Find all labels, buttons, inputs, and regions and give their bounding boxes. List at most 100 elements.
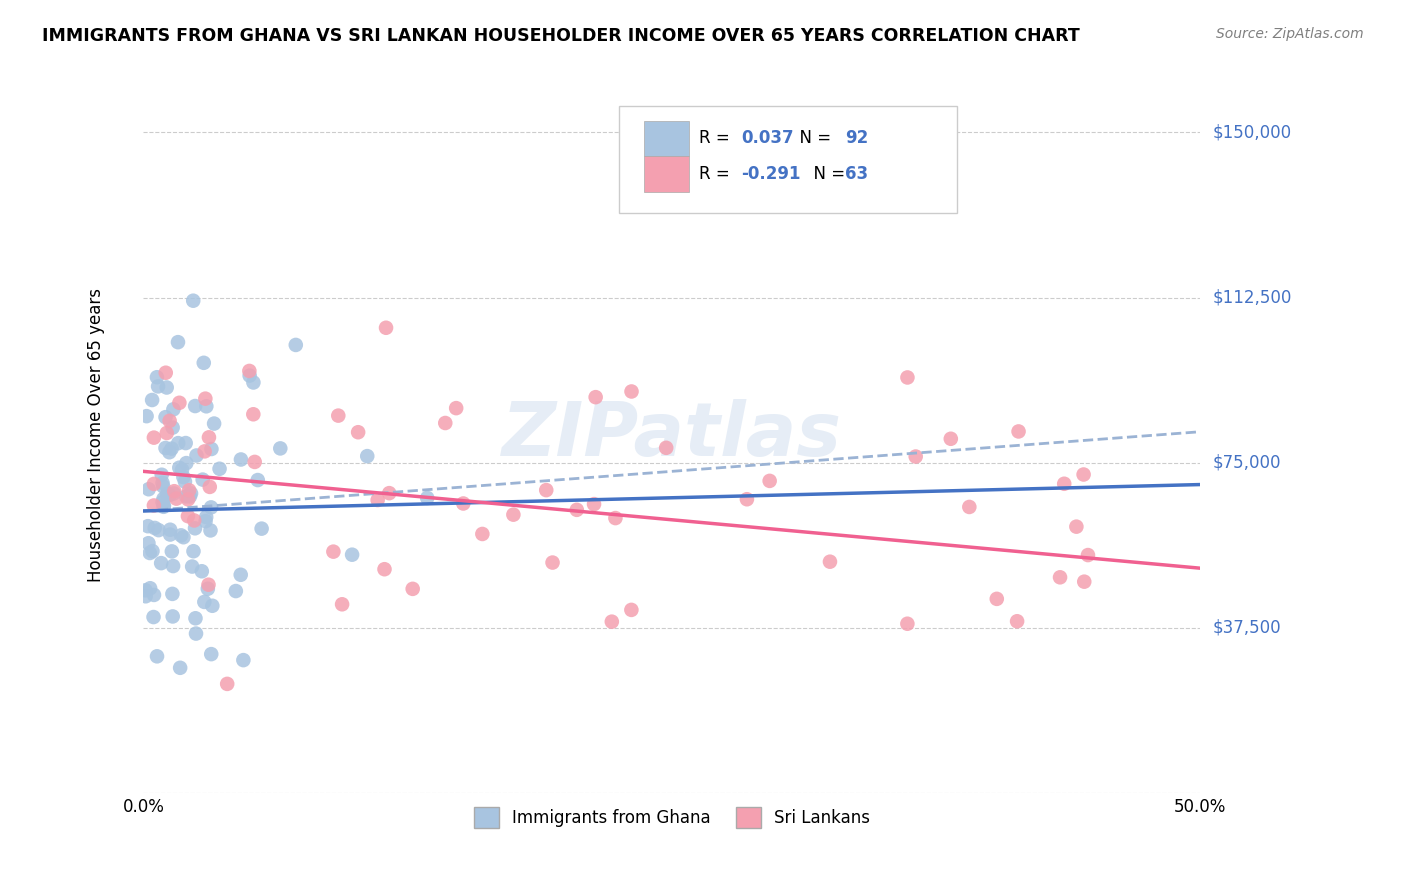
Point <box>157 445 180 459</box>
Point <box>143 588 166 602</box>
Point <box>163 484 186 499</box>
Point <box>184 611 207 625</box>
Point <box>162 559 184 574</box>
Point <box>328 409 350 423</box>
Point <box>239 368 262 383</box>
Point <box>375 320 398 334</box>
Point <box>194 514 217 528</box>
Point <box>193 356 215 370</box>
Point <box>378 486 401 500</box>
Point <box>242 376 264 390</box>
Point <box>250 522 273 536</box>
FancyBboxPatch shape <box>644 120 689 156</box>
Point <box>160 544 183 558</box>
Point <box>169 661 191 675</box>
Point <box>160 442 183 456</box>
Point <box>172 530 194 544</box>
Point <box>134 583 156 598</box>
Point <box>896 616 918 631</box>
Text: Householder Income Over 65 years: Householder Income Over 65 years <box>87 288 105 582</box>
Legend: Immigrants from Ghana, Sri Lankans: Immigrants from Ghana, Sri Lankans <box>467 801 876 834</box>
Point <box>194 392 217 406</box>
Point <box>284 338 307 352</box>
Point <box>169 460 191 475</box>
Point <box>1077 548 1099 562</box>
Point <box>225 584 247 599</box>
Point <box>174 489 197 503</box>
Point <box>135 589 157 603</box>
Point <box>986 591 1008 606</box>
Point <box>453 496 475 510</box>
Point <box>373 562 395 576</box>
Point <box>201 599 224 613</box>
Point <box>620 603 643 617</box>
Text: R =: R = <box>699 129 735 147</box>
Point <box>434 416 457 430</box>
Point <box>367 493 389 508</box>
Point <box>322 544 344 558</box>
Point <box>1049 570 1071 584</box>
Point <box>155 441 177 455</box>
Point <box>1066 519 1088 533</box>
Point <box>896 370 918 384</box>
Point <box>200 500 222 515</box>
Point <box>605 511 627 525</box>
Point <box>200 524 222 538</box>
Point <box>177 492 200 507</box>
Point <box>169 396 191 410</box>
FancyBboxPatch shape <box>619 106 957 213</box>
Point <box>184 521 207 535</box>
Text: $37,500: $37,500 <box>1213 619 1281 637</box>
Point <box>356 449 378 463</box>
Point <box>170 528 193 542</box>
Text: $112,500: $112,500 <box>1213 288 1292 307</box>
Point <box>758 474 780 488</box>
Point <box>444 401 467 416</box>
Point <box>198 430 221 444</box>
Point <box>565 503 588 517</box>
Point <box>152 479 174 493</box>
Point <box>195 510 218 524</box>
Point <box>1053 476 1076 491</box>
Point <box>167 335 190 350</box>
Point <box>735 492 758 507</box>
Point <box>152 495 174 509</box>
FancyBboxPatch shape <box>644 156 689 192</box>
Point <box>163 486 186 500</box>
Point <box>174 475 197 489</box>
Point <box>1005 614 1028 628</box>
Point <box>184 399 207 413</box>
Text: 92: 92 <box>845 129 869 147</box>
Point <box>159 523 181 537</box>
Point <box>184 626 207 640</box>
Point <box>136 519 159 533</box>
Point <box>471 527 494 541</box>
Point <box>939 432 962 446</box>
Point <box>141 544 163 558</box>
Point <box>180 486 202 500</box>
Point <box>177 489 200 503</box>
Text: 63: 63 <box>845 165 868 183</box>
Point <box>174 436 197 450</box>
Point <box>416 491 439 505</box>
Point <box>170 463 193 477</box>
Point <box>229 567 252 582</box>
Point <box>197 582 219 596</box>
Point <box>143 521 166 535</box>
Text: Source: ZipAtlas.com: Source: ZipAtlas.com <box>1216 27 1364 41</box>
Text: 0.037: 0.037 <box>741 129 794 147</box>
Point <box>172 470 194 484</box>
Point <box>152 475 174 490</box>
Point <box>183 513 205 527</box>
Point <box>246 473 269 487</box>
Point <box>202 417 225 431</box>
Point <box>340 548 363 562</box>
Point <box>904 450 927 464</box>
Point <box>200 647 222 661</box>
Text: IMMIGRANTS FROM GHANA VS SRI LANKAN HOUSEHOLDER INCOME OVER 65 YEARS CORRELATION: IMMIGRANTS FROM GHANA VS SRI LANKAN HOUS… <box>42 27 1080 45</box>
Point <box>347 425 370 440</box>
Point <box>139 546 162 560</box>
Point <box>181 559 204 574</box>
Point <box>620 384 643 399</box>
Point <box>150 467 173 482</box>
